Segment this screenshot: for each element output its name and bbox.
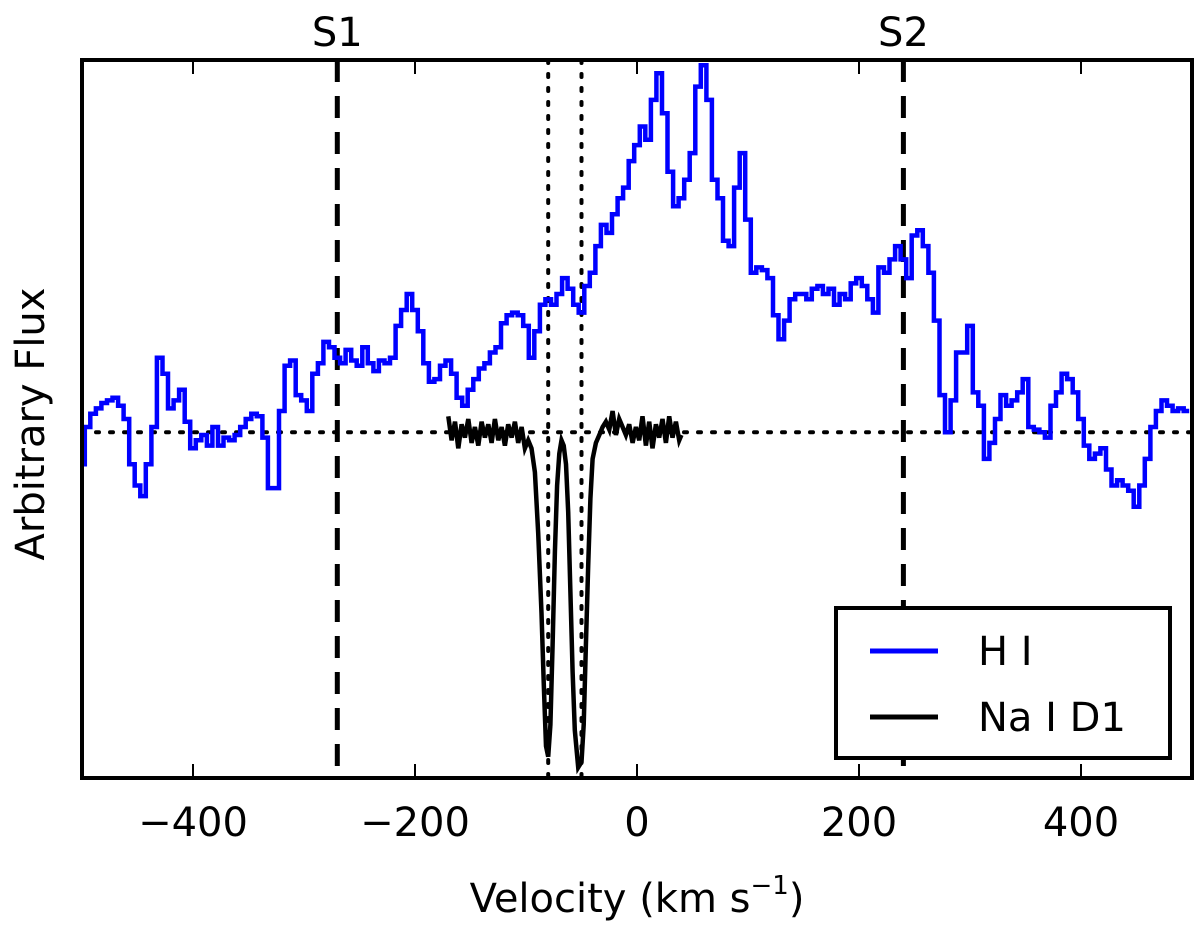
legend-label-hi: H I [978,629,1033,675]
series-line-hi [82,63,1190,510]
x-tick-label-4: 400 [1043,800,1119,846]
x-axis-label-main: Velocity (km s [470,876,751,922]
x-axis-label-close: ) [789,876,805,922]
x-axis-label: Velocity (km s−1) [470,871,805,922]
x-ticks: −400 −200 0 200 400 [138,60,1119,846]
marker-lines [334,60,906,778]
legend-box [834,606,1172,760]
series-line-nai [446,410,684,775]
x-tick-label-3: 200 [821,800,897,846]
marker-labels: S1 S2 [312,10,929,56]
x-tick-label-0: −400 [138,800,248,846]
legend-label-nai: Na I D1 [978,695,1126,741]
legend: H I Na I D1 [834,606,1172,760]
x-axis-label-superscript: −1 [750,871,788,901]
marker-label-s1: S1 [312,10,363,56]
marker-label-s2: S2 [878,10,929,56]
x-tick-label-1: −200 [360,800,470,846]
x-tick-label-2: 0 [624,800,649,846]
series-layer [82,63,1190,775]
y-axis-label: Arbitrary Flux [8,288,54,561]
